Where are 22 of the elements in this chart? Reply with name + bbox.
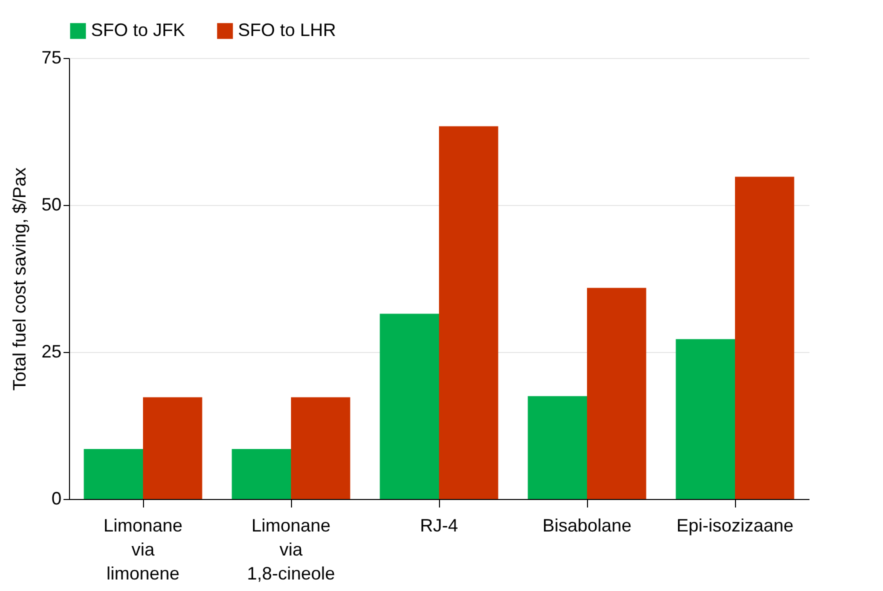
legend-label: SFO to JFK: [91, 20, 186, 40]
bar: [84, 449, 143, 499]
y-tick-label: 75: [41, 48, 62, 68]
y-tick-label: 50: [41, 194, 62, 214]
bar: [380, 314, 439, 499]
x-tick-label: Epi-isozizaane: [676, 516, 794, 536]
x-tick-label: Bisabolane: [542, 516, 632, 536]
x-tick-label: Limonane via limonene: [103, 516, 183, 584]
y-tick-label: 0: [51, 488, 62, 508]
y-tick-label: 25: [41, 342, 62, 362]
y-axis-title: Total fuel cost saving, $/Pax: [9, 167, 30, 391]
bar: [676, 339, 735, 499]
x-tick-label: RJ-4: [420, 516, 458, 536]
bar: [232, 449, 291, 499]
bar: [587, 288, 646, 499]
bar: [291, 397, 350, 499]
bar: [143, 397, 202, 499]
bar: [735, 176, 794, 499]
legend-label: SFO to LHR: [238, 20, 336, 40]
bar: [528, 396, 587, 499]
bar: [439, 126, 498, 499]
x-tick-label: Limonane via 1,8-cineole: [246, 516, 336, 584]
